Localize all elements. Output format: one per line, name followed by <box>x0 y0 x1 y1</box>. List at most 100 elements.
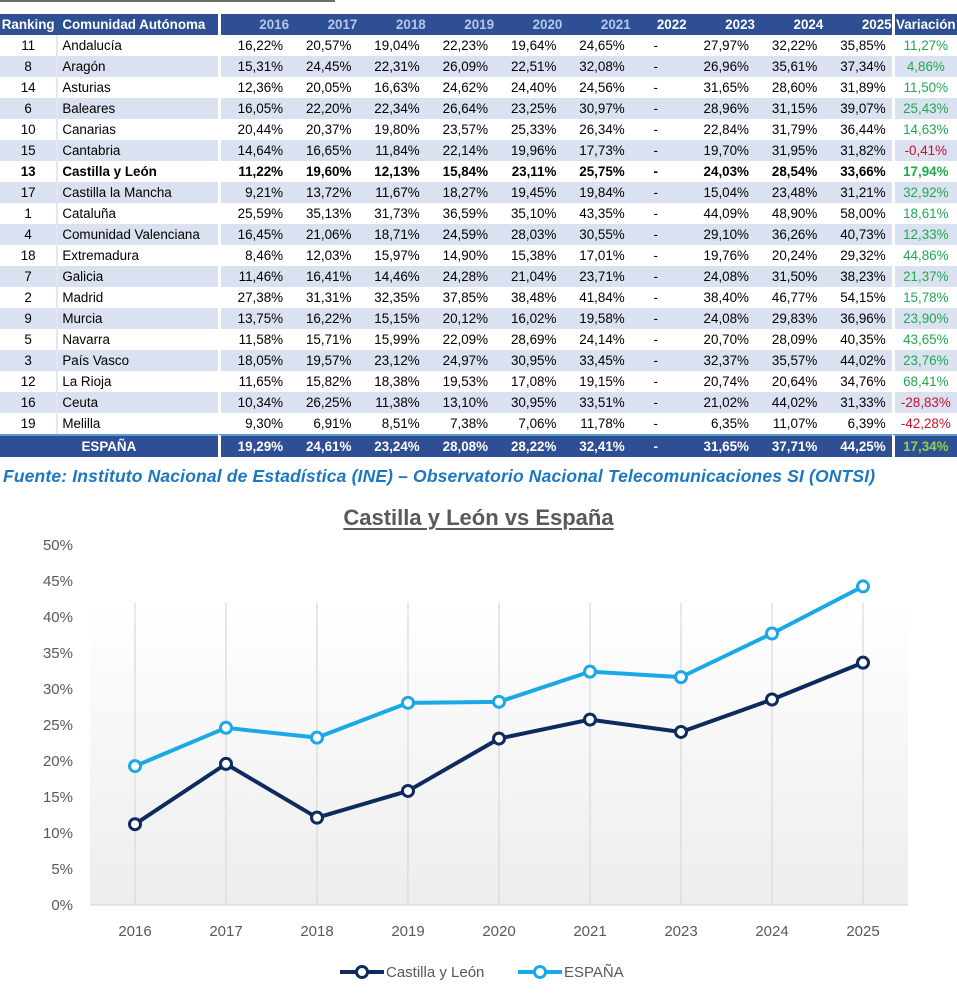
value-cell: 9,21% <box>217 182 290 203</box>
value-cell: 37,34% <box>823 56 892 77</box>
table-row: 4 Comunidad Valenciana 16,45% 21,06% 18,71% 2… <box>0 224 957 245</box>
table-row: 8 Aragón 15,31% 24,45% 22,31% 26,09% 22,51% 32,… <box>0 56 957 77</box>
value-cell: 58,00% <box>840 206 886 221</box>
y-tick-label: 0% <box>51 897 73 914</box>
x-tick-label: 2025 <box>846 923 879 940</box>
value-cell: 23,12% <box>357 350 426 371</box>
value-cell: 36,44% <box>840 122 886 137</box>
variacion-cell: 32,92% <box>891 182 957 203</box>
value-cell: 19,96% <box>494 140 563 161</box>
rank-cell: 3 <box>0 350 57 371</box>
value-cell: 28,69% <box>510 332 557 347</box>
value-cell: 24,59% <box>425 224 495 245</box>
value-cell: 18,05% <box>217 350 290 371</box>
value-cell: 12,13% <box>374 164 420 179</box>
legend-label: ESPAÑA <box>564 964 624 981</box>
value-cell: 15,84% <box>442 164 489 179</box>
value-cell: 29,10% <box>686 224 755 245</box>
value-cell: 19,60% <box>305 164 352 179</box>
value-cell: 27,38% <box>217 287 289 308</box>
value-cell: - <box>630 56 687 77</box>
table-row: 15 Cantabria 14,64% 16,65% 11,84% 22,14% 19,96… <box>0 140 957 161</box>
region-name: Cantabria <box>56 140 218 161</box>
legend-marker <box>355 965 369 979</box>
value-cell: 29,32% <box>840 248 886 263</box>
rank-cell: 16 <box>0 392 57 413</box>
value-cell: 24,56% <box>579 80 625 95</box>
value-cell: 20,70% <box>703 332 749 347</box>
value-cell: 24,40% <box>510 80 557 95</box>
x-tick-label: 2018 <box>300 923 333 940</box>
value-cell: 20,64% <box>771 374 818 389</box>
table-row: 14 Asturias 12,36% 20,05% 16,63% 24,62% 24,40%… <box>0 77 957 98</box>
rank-cell: 6 <box>0 98 57 119</box>
value-cell: 23,25% <box>494 98 563 119</box>
value-cell: 30,95% <box>494 350 563 371</box>
value-cell: 44,02% <box>823 350 892 371</box>
data-point <box>401 783 415 798</box>
data-point <box>856 579 870 594</box>
rank-cell: 14 <box>20 80 36 95</box>
table-row: 10 Canarias 20,44% 20,37% 19,80% 23,57% 25,33%… <box>0 119 957 140</box>
value-cell: 16,22% <box>289 308 358 329</box>
variacion-cell: 23,76% <box>891 350 957 371</box>
data-point <box>492 731 506 746</box>
value-cell: 13,72% <box>289 182 358 203</box>
value-cell: 10,34% <box>217 392 290 413</box>
region-name: La Rioja <box>56 371 217 392</box>
region-name: Galicia <box>56 266 218 287</box>
value-cell: 28,60% <box>771 80 818 95</box>
value-cell: 24,08% <box>686 308 755 329</box>
region-name: Comunidad Valenciana <box>56 224 218 245</box>
variacion-cell: 23,90% <box>891 308 957 329</box>
value-cell: 11,38% <box>357 392 426 413</box>
value-cell: 25,59% <box>217 203 289 224</box>
value-cell: 22,14% <box>425 140 495 161</box>
table-row: 7 Galicia 11,46% 16,41% 14,46% 24,28% 21,04% 23… <box>0 266 957 287</box>
y-tick-label: 25% <box>43 717 73 734</box>
value-cell: 23,57% <box>442 122 489 137</box>
value-cell: 29,83% <box>754 308 824 329</box>
region-name: Melilla <box>56 413 217 434</box>
value-cell: 20,05% <box>305 80 352 95</box>
region-name: Extremadura <box>56 245 217 266</box>
value-cell: 19,70% <box>686 140 755 161</box>
rank-cell: 10 <box>20 122 36 137</box>
value-cell: - <box>653 38 658 53</box>
x-tick-label: 2016 <box>118 923 151 940</box>
header-year: 2018 <box>357 14 426 35</box>
source-note: Fuente: Instituto Nacional de Estadístic… <box>3 466 876 486</box>
value-cell: 19,04% <box>374 38 420 53</box>
value-cell: 24,62% <box>442 80 489 95</box>
variacion-cell: 43,65% <box>891 329 957 350</box>
value-cell: 36,59% <box>442 206 489 221</box>
value-cell: 6,39% <box>847 416 886 431</box>
x-tick-label: 2021 <box>573 923 606 940</box>
x-tick-label: 2017 <box>209 923 242 940</box>
rank-cell: 18 <box>20 248 36 263</box>
value-cell: 12,36% <box>217 77 289 98</box>
variacion-cell: 4,86% <box>891 56 957 77</box>
y-tick-label: 50% <box>43 537 73 554</box>
value-cell: 35,85% <box>840 38 886 53</box>
value-cell: 37,85% <box>442 290 489 305</box>
data-point <box>219 720 233 735</box>
value-cell: 20,74% <box>703 374 749 389</box>
value-cell: 40,35% <box>840 332 886 347</box>
value-cell: 24,97% <box>425 350 495 371</box>
value-cell: 15,71% <box>305 332 352 347</box>
value-cell: 19,84% <box>562 182 631 203</box>
header-year: 2023 <box>686 14 755 35</box>
value-cell: 23,11% <box>511 164 557 179</box>
data-point <box>310 730 324 745</box>
value-cell: 33,51% <box>562 392 631 413</box>
variacion-cell: 44,86% <box>891 245 957 266</box>
value-cell: 15,99% <box>374 332 420 347</box>
value-cell: 35,13% <box>305 206 352 221</box>
value-cell: - <box>653 80 658 95</box>
value-cell: 31,21% <box>823 182 892 203</box>
variacion-cell: -42,28% <box>891 413 957 434</box>
data-point <box>583 712 597 727</box>
series-castilla-y-leon <box>128 655 870 832</box>
value-cell: 15,04% <box>686 182 755 203</box>
